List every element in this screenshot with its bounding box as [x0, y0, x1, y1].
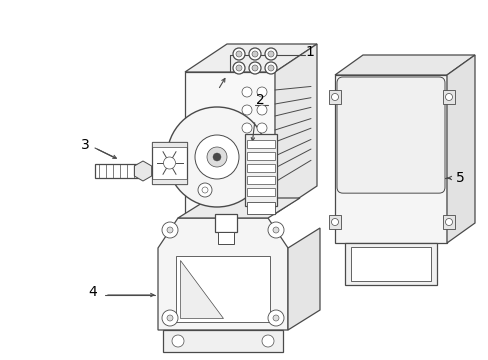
Circle shape — [213, 153, 221, 161]
Circle shape — [202, 187, 207, 193]
Circle shape — [248, 62, 261, 74]
Polygon shape — [184, 44, 316, 72]
Circle shape — [242, 123, 251, 133]
Polygon shape — [176, 256, 269, 322]
Text: 4: 4 — [88, 285, 97, 299]
Circle shape — [195, 135, 239, 179]
Bar — [152, 179, 186, 184]
Circle shape — [272, 227, 279, 233]
Circle shape — [167, 315, 173, 321]
Circle shape — [267, 65, 273, 71]
Circle shape — [162, 222, 178, 238]
Bar — [246, 140, 274, 148]
Polygon shape — [274, 44, 316, 214]
Circle shape — [272, 315, 279, 321]
Polygon shape — [178, 198, 299, 218]
Circle shape — [167, 227, 173, 233]
Bar — [442, 90, 454, 104]
Bar — [152, 142, 186, 184]
Circle shape — [257, 105, 266, 115]
Circle shape — [267, 51, 273, 57]
Circle shape — [257, 123, 266, 133]
Text: 5: 5 — [455, 171, 464, 185]
Bar — [152, 142, 186, 147]
Polygon shape — [334, 55, 474, 75]
Bar — [328, 215, 340, 229]
Bar — [350, 247, 430, 281]
Circle shape — [445, 219, 451, 225]
Bar — [334, 75, 446, 243]
FancyBboxPatch shape — [336, 77, 444, 193]
Circle shape — [248, 48, 261, 60]
Bar — [184, 72, 274, 214]
Bar — [246, 152, 274, 160]
Circle shape — [198, 183, 212, 197]
Circle shape — [206, 147, 226, 167]
Bar — [246, 202, 274, 214]
Bar — [328, 90, 340, 104]
Circle shape — [232, 62, 244, 74]
Circle shape — [242, 105, 251, 115]
Circle shape — [172, 335, 183, 347]
Bar — [163, 330, 283, 352]
Circle shape — [251, 51, 258, 57]
Bar — [246, 188, 274, 196]
Bar — [218, 232, 234, 244]
Circle shape — [264, 48, 276, 60]
Circle shape — [331, 94, 338, 100]
Bar — [244, 134, 276, 206]
Text: 3: 3 — [81, 138, 89, 152]
Bar — [95, 164, 142, 178]
Circle shape — [236, 65, 242, 71]
Circle shape — [267, 222, 284, 238]
Bar — [246, 176, 274, 184]
Bar — [215, 214, 237, 232]
Circle shape — [167, 107, 266, 207]
Circle shape — [267, 310, 284, 326]
Circle shape — [445, 94, 451, 100]
Bar — [345, 243, 436, 285]
Polygon shape — [134, 161, 151, 181]
Circle shape — [163, 157, 175, 169]
Circle shape — [264, 62, 276, 74]
Circle shape — [236, 51, 242, 57]
Polygon shape — [158, 218, 287, 330]
Circle shape — [262, 335, 273, 347]
Bar — [246, 164, 274, 172]
Circle shape — [242, 87, 251, 97]
Polygon shape — [446, 55, 474, 243]
Circle shape — [251, 65, 258, 71]
Text: 1: 1 — [305, 45, 314, 59]
Circle shape — [162, 310, 178, 326]
Text: 2: 2 — [255, 93, 264, 107]
Circle shape — [331, 219, 338, 225]
Polygon shape — [180, 260, 223, 318]
Circle shape — [232, 48, 244, 60]
Polygon shape — [287, 228, 319, 330]
Circle shape — [257, 87, 266, 97]
Bar — [442, 215, 454, 229]
